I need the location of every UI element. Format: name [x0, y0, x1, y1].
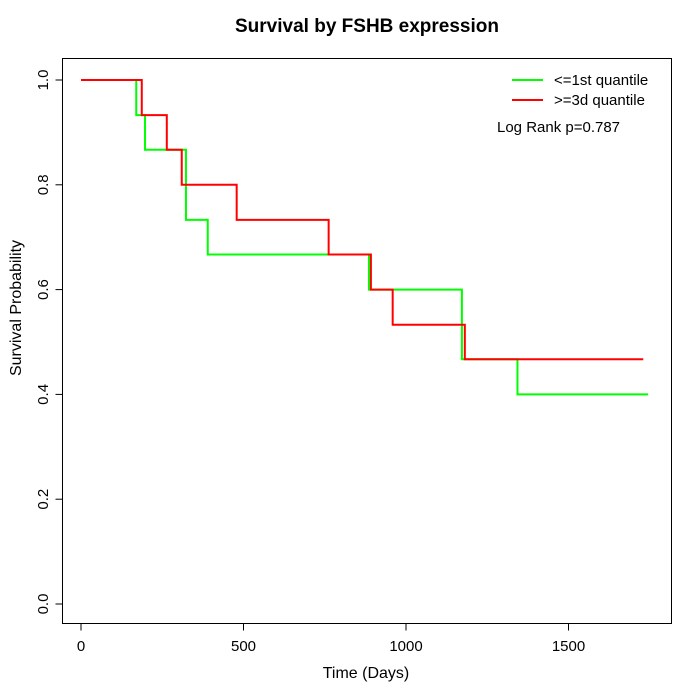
- legend: <=1st quantile >=3d quantile Log Rank p=…: [497, 70, 648, 137]
- y-tick-label: 0.8: [35, 174, 52, 195]
- x-tick-label: 0: [77, 638, 85, 655]
- y-tick-label: 0.4: [35, 384, 52, 405]
- legend-item-first-quantile: <=1st quantile: [512, 70, 648, 90]
- plot-box: [62, 58, 672, 624]
- survival-curve-high-expression: [81, 79, 644, 361]
- x-axis-label: Time (Days): [322, 665, 410, 682]
- y-tick-label: 1.0: [35, 70, 52, 91]
- legend-label-first-quantile: <=1st quantile: [554, 71, 649, 89]
- legend-line-green-icon: [512, 79, 543, 81]
- x-tick-label: 1000: [389, 638, 422, 655]
- chart-title: Survival by FSHB expression: [235, 16, 499, 37]
- y-tick-label: 0.2: [35, 489, 52, 510]
- logrank-annotation: Log Rank p=0.787: [497, 119, 621, 136]
- x-tick-label: 1500: [552, 638, 585, 655]
- y-tick-label: 0.0: [35, 594, 52, 615]
- x-tick-label: 500: [231, 638, 256, 655]
- y-tick-label: 0.6: [35, 279, 52, 300]
- legend-label-third-quantile: >=3d quantile: [554, 91, 645, 109]
- legend-line-red-icon: [512, 99, 543, 101]
- legend-item-third-quantile: >=3d quantile: [512, 90, 648, 110]
